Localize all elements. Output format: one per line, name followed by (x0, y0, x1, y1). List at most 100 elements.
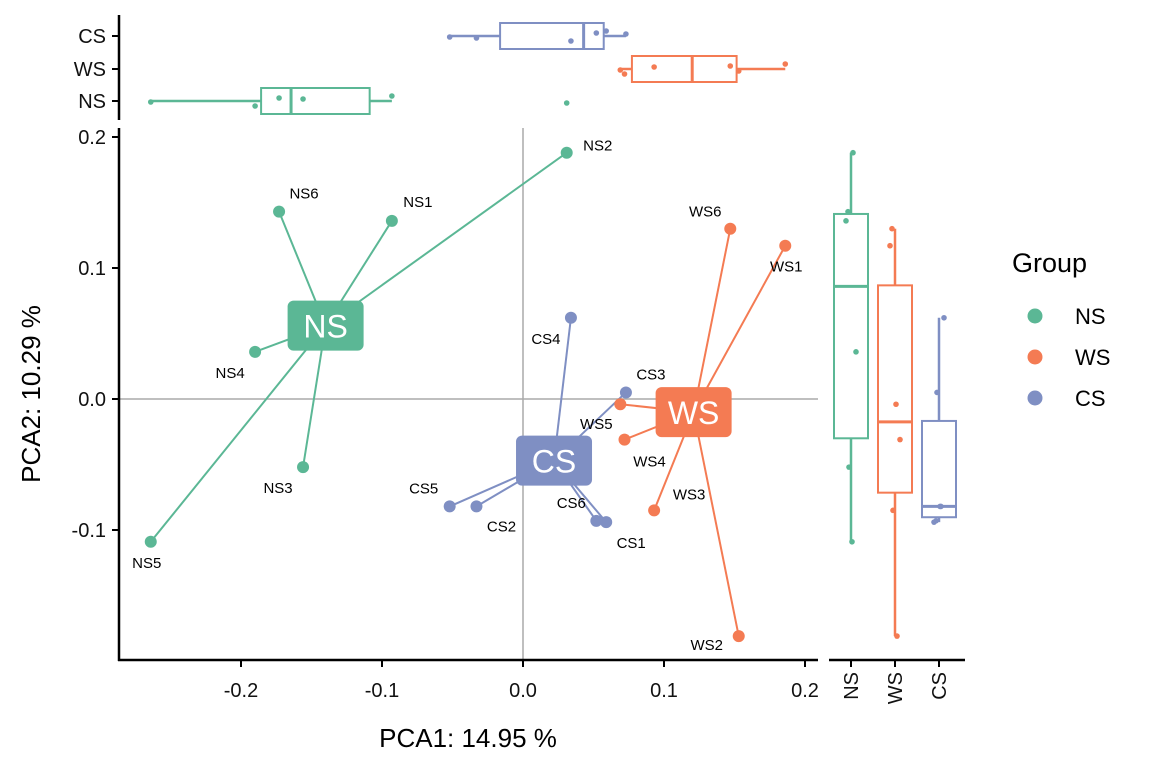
spoke-line (325, 151, 568, 327)
data-point (385, 214, 398, 227)
data-point (470, 500, 483, 513)
data-point (614, 398, 627, 411)
jitter-point (300, 96, 306, 102)
main-panel: -0.2 -0.1 0.0 0.1 0.2 -0.1 0.0 0.1 0.2 NS1 NS2 NS3 N… (72, 127, 819, 702)
point-label: CS5 (409, 480, 438, 497)
centroid-label-box (655, 387, 732, 438)
data-point (249, 345, 262, 358)
data-point (564, 311, 577, 324)
jitter-point (623, 31, 629, 37)
point-label: WS5 (580, 416, 613, 433)
spoke-line (149, 325, 327, 543)
jitter-point (446, 34, 453, 40)
jitter-point (782, 61, 789, 67)
data-point (619, 386, 632, 399)
box (499, 22, 605, 50)
legend-marker (1027, 390, 1043, 406)
spoke-line (692, 411, 740, 637)
jitter-point (252, 103, 258, 109)
legend-label: WS (1075, 345, 1110, 370)
legend-title: Group (1012, 248, 1087, 278)
legend: Group NS WS CS (1012, 248, 1110, 411)
top-marginal-boxplot: CS WS NS (74, 15, 789, 120)
jitter-point (568, 38, 574, 44)
right-category-label: NS (841, 672, 863, 700)
point-label: NS3 (263, 480, 292, 497)
x-tick-label: -0.2 (224, 680, 258, 702)
point-label: NS6 (289, 186, 318, 203)
y-tick-label: 0.1 (78, 258, 106, 280)
legend-label: NS (1075, 304, 1106, 329)
y-tick-label: 0.0 (78, 389, 106, 411)
point-label: CS4 (531, 331, 560, 348)
x-tick-label: 0.2 (791, 680, 819, 702)
jitter-point (563, 100, 570, 106)
y-axis-title: PCA2: 10.29 % (16, 305, 46, 483)
jitter-point (617, 67, 624, 73)
point-label: CS1 (617, 535, 646, 552)
jitter-point (727, 63, 734, 69)
x-tick-label: -0.1 (365, 680, 399, 702)
right-marginal-boxplot: NS WS CS (829, 149, 965, 704)
jitter-point (850, 149, 856, 156)
point-label: WS4 (633, 454, 666, 471)
box (921, 419, 957, 519)
jitter-point (389, 93, 395, 99)
jitter-point (853, 349, 859, 355)
data-point (297, 461, 310, 474)
top-category-label: CS (78, 26, 106, 48)
data-point (144, 535, 157, 548)
jitter-point (889, 225, 895, 232)
jitter-point (890, 507, 896, 514)
centroid-label: CS (532, 444, 576, 480)
jitter-point (937, 503, 943, 510)
jitter-point (933, 518, 939, 524)
centroid-label-box (516, 435, 593, 486)
right-category-label: CS (929, 672, 951, 700)
legend-marker (1027, 308, 1043, 324)
jitter-point (843, 218, 849, 224)
point-label: NS2 (583, 138, 612, 155)
data-point (648, 504, 661, 517)
jitter-point (276, 95, 282, 101)
jitter-point (893, 401, 899, 408)
top-category-label: WS (74, 59, 106, 81)
point-label: WS6 (689, 204, 722, 221)
point-label: WS1 (770, 259, 803, 276)
data-point (560, 146, 573, 159)
y-tick-label: 0.2 (78, 127, 106, 149)
jitter-point (603, 28, 609, 34)
point-label: NS1 (403, 194, 432, 211)
jitter-point (941, 314, 947, 321)
data-point (600, 516, 613, 529)
jitter-point (147, 99, 154, 105)
point-label: WS2 (690, 637, 723, 654)
right-category-label: WS (885, 672, 907, 704)
jitter-point (845, 208, 851, 215)
box (260, 87, 371, 115)
point-label: NS4 (216, 365, 245, 382)
legend-label: CS (1075, 386, 1106, 411)
jitter-point (593, 30, 600, 36)
centroid-label: NS (303, 309, 347, 345)
jitter-point (934, 389, 940, 396)
legend-marker (1027, 349, 1043, 365)
top-category-label: NS (78, 91, 106, 113)
box (877, 284, 913, 494)
data-point (618, 433, 631, 446)
box (630, 55, 738, 83)
data-point (273, 205, 286, 218)
jitter-point (887, 242, 893, 249)
jitter-point (849, 538, 855, 545)
jitter-point (621, 71, 628, 77)
spoke-line (692, 228, 732, 413)
spoke-line (692, 245, 787, 413)
jitter-point (894, 633, 900, 639)
jitter-point (846, 464, 852, 470)
data-point (443, 500, 456, 513)
point-label: CS2 (487, 518, 516, 535)
point-label: NS5 (132, 555, 161, 572)
data-point (732, 630, 745, 643)
jitter-point (473, 35, 480, 41)
